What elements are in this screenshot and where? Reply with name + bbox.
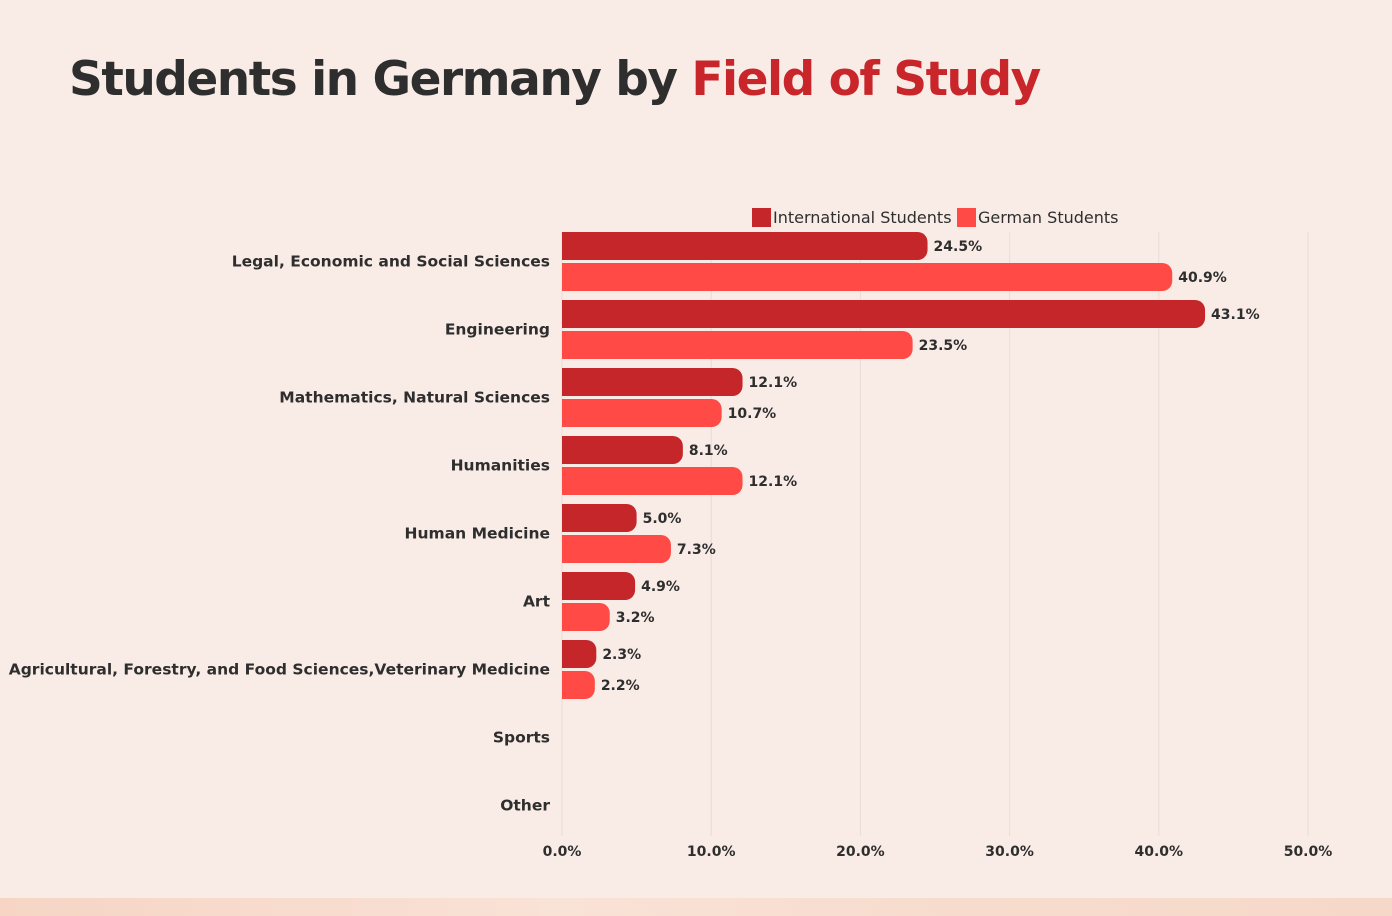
bar-international (562, 368, 743, 396)
legend-label-german: German Students (978, 208, 1118, 227)
bar-international (562, 436, 683, 464)
title-part-2-accent: Field of Study (691, 52, 1041, 107)
category-label: Legal, Economic and Social Sciences (232, 253, 550, 271)
x-tick-label: 0.0% (543, 844, 582, 860)
chart-title: Students in Germany by Field of Study (69, 52, 1041, 107)
bar-value-label: 24.5% (934, 239, 983, 255)
bar-value-label: 7.3% (677, 542, 716, 558)
x-tick-label: 40.0% (1135, 844, 1184, 860)
bar-german (562, 603, 610, 631)
bar-german (562, 399, 722, 427)
x-tick-label: 20.0% (836, 844, 885, 860)
bar-value-label: 2.3% (602, 647, 641, 663)
bar-german (562, 263, 1173, 291)
category-label: Humanities (451, 457, 550, 475)
bar-german (562, 535, 671, 563)
x-tick-label: 50.0% (1284, 844, 1333, 860)
category-label: Mathematics, Natural Sciences (279, 389, 550, 407)
category-label: Engineering (445, 321, 550, 339)
bar-value-label: 4.9% (641, 579, 680, 595)
legend-swatch-international (752, 208, 771, 227)
bar-german (562, 467, 743, 495)
bar-value-label: 23.5% (919, 338, 968, 354)
category-label: Sports (493, 729, 550, 747)
category-label: Other (500, 797, 550, 815)
legend-swatch-german (957, 208, 976, 227)
bar-german (562, 671, 595, 699)
category-label: Human Medicine (405, 525, 550, 543)
bar-value-label: 2.2% (601, 678, 640, 694)
bar-value-label: 40.9% (1178, 270, 1227, 286)
bar-value-label: 43.1% (1211, 307, 1260, 323)
bottom-decorative-strip (0, 898, 1392, 916)
bar-international (562, 572, 636, 600)
bar-international (562, 300, 1206, 328)
bar-value-label: 10.7% (728, 406, 777, 422)
bar-value-label: 5.0% (643, 511, 682, 527)
bar-international (562, 504, 637, 532)
legend-label-international: International Students (773, 208, 952, 227)
category-label: Agricultural, Forestry, and Food Science… (9, 661, 550, 679)
bar-value-label: 8.1% (689, 443, 728, 459)
bar-value-label: 3.2% (616, 610, 655, 626)
bar-international (562, 232, 928, 260)
bar-international (562, 640, 597, 668)
x-tick-label: 10.0% (687, 844, 736, 860)
bar-value-label: 12.1% (749, 474, 798, 490)
x-tick-label: 30.0% (985, 844, 1034, 860)
bar-german (562, 331, 913, 359)
category-label: Art (523, 593, 551, 611)
bar-value-label: 12.1% (749, 375, 798, 391)
title-part-1: Students in Germany by (69, 52, 692, 107)
